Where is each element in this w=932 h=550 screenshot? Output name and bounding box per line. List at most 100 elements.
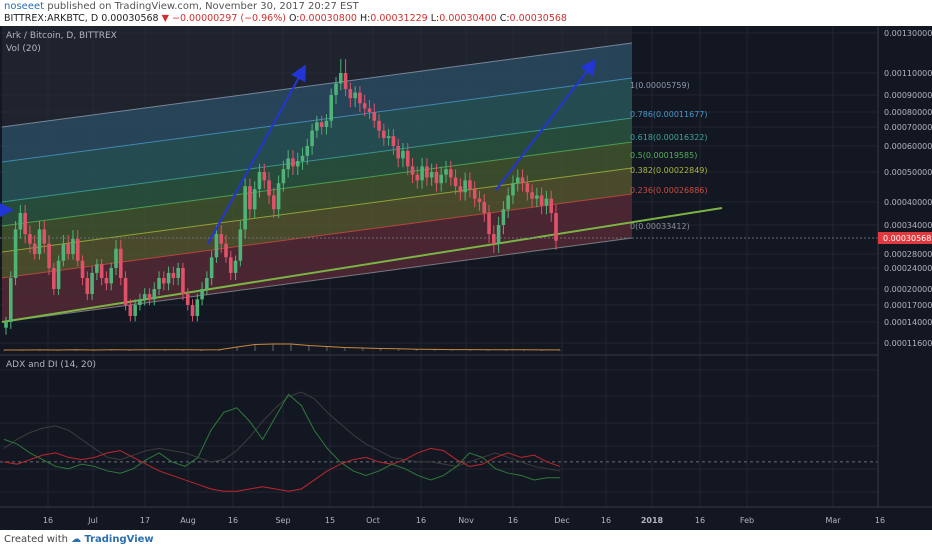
tradingview-logo-icon: ☁ xyxy=(71,534,82,545)
adx-series-line-di_minus xyxy=(3,447,561,492)
candle-body xyxy=(162,278,166,284)
candle-body xyxy=(85,278,90,295)
candle-body xyxy=(496,225,501,244)
candle-body xyxy=(47,243,51,268)
price-tick-label: 0.00028000 xyxy=(884,250,932,259)
candle-body xyxy=(391,136,396,146)
candle-body xyxy=(487,213,491,235)
candle-body xyxy=(382,130,386,139)
candle-body xyxy=(520,177,525,184)
volume-bar xyxy=(164,349,167,351)
candle-body xyxy=(511,183,515,196)
candle-body xyxy=(262,172,267,181)
candle-body xyxy=(425,166,429,178)
time-axis: 16 Jul 17 Aug 16 Sep 15 Oct 16 Nov 16 Dec 16 2018 16 Fe… xyxy=(0,506,932,525)
candle-body xyxy=(171,272,176,279)
price-tick-label: 0.00070000 xyxy=(884,123,932,132)
candle-body xyxy=(214,234,219,258)
last-price-badge-label: 0.00030568 xyxy=(883,234,931,243)
time-tick-label: 16 xyxy=(508,516,518,525)
fibonacci-line xyxy=(1,237,633,323)
chart-area[interactable]: 1(0.00005759) 0.786(0.00011677) 0.618(0.00… xyxy=(0,26,932,530)
candle-body xyxy=(195,299,200,316)
volume-bar xyxy=(469,349,472,351)
price-change: −0.00000297 (−0.96%) xyxy=(171,13,286,24)
volume-indicator-label: Vol (20) xyxy=(6,44,41,54)
candle-body xyxy=(99,264,104,279)
author-link[interactable]: noseeet xyxy=(4,1,45,12)
time-tick-label: 15 xyxy=(325,516,335,525)
candle-body xyxy=(257,172,262,190)
candle-body xyxy=(219,234,224,244)
candle-body xyxy=(272,195,276,210)
candle-body xyxy=(319,122,324,127)
tradingview-brand[interactable]: TradingView xyxy=(84,534,154,545)
candle-body xyxy=(463,180,467,193)
candle-body xyxy=(75,238,80,261)
candle-body xyxy=(80,260,85,279)
candle-body xyxy=(492,234,496,244)
candle-body xyxy=(104,278,109,284)
candle-body xyxy=(185,294,190,305)
candle-body xyxy=(420,166,424,181)
candle-body xyxy=(458,186,463,193)
price-tick-label: 0.00020000 xyxy=(884,285,932,294)
time-tick-label: 2018 xyxy=(641,516,664,525)
candle-body xyxy=(396,146,400,159)
price-tick-label: 0.00050000 xyxy=(884,168,932,177)
low-label: L: xyxy=(430,13,440,24)
candle-body xyxy=(90,272,94,295)
candle-body xyxy=(176,268,180,279)
main-pane-title: Ark / Bitcoin, D, BITTREX xyxy=(6,31,117,41)
price-tick-label: 0.00017000 xyxy=(884,301,932,310)
time-tick-label: Dec xyxy=(554,516,569,525)
candle-body xyxy=(118,248,123,279)
volume-bar xyxy=(110,349,113,351)
volume-bar xyxy=(56,350,59,351)
candle-body xyxy=(56,260,61,289)
candle-body xyxy=(190,305,195,316)
volume-bar xyxy=(325,346,328,351)
candle-body xyxy=(377,120,381,131)
candle-body xyxy=(334,83,338,95)
candle-body xyxy=(238,229,243,261)
candle-body xyxy=(233,260,238,273)
candle-body xyxy=(405,150,410,167)
candle-body xyxy=(109,268,114,284)
volume-bar xyxy=(254,344,257,351)
candle-body xyxy=(95,264,99,273)
candle-body xyxy=(506,195,510,210)
channel-bottom-line xyxy=(1,207,723,323)
volume-bar xyxy=(272,344,275,351)
candle-body xyxy=(18,213,23,230)
adx-series-line-adx xyxy=(3,391,561,472)
candle-body xyxy=(300,155,305,162)
fibonacci-labels: 1(0.00005759) 0.786(0.00011677) 0.618(0.00… xyxy=(630,81,708,231)
time-tick-label: 16 xyxy=(43,516,53,525)
time-tick-label: Nov xyxy=(458,516,474,525)
volume-bar xyxy=(415,349,418,351)
trend-arrow xyxy=(207,64,306,245)
fibonacci-label: 0.5(0.00019585) xyxy=(630,151,697,160)
time-tick-label: Jul xyxy=(87,516,98,525)
candle-body xyxy=(281,169,286,184)
candle-body xyxy=(224,243,228,258)
time-tick-label: 16 xyxy=(228,516,238,525)
volume-bar xyxy=(218,349,221,351)
candle-body xyxy=(291,158,295,167)
adx-series-line-di_plus xyxy=(3,393,560,481)
volume-bar xyxy=(343,347,346,351)
candle-body xyxy=(453,177,458,187)
candle-body xyxy=(525,183,530,193)
candle-body xyxy=(544,198,549,206)
candle-body xyxy=(448,169,453,178)
candle-body xyxy=(138,299,142,305)
candle-body xyxy=(415,174,420,181)
last-price-badge xyxy=(878,232,932,244)
candle-body xyxy=(439,174,444,184)
fibonacci-line xyxy=(1,42,633,128)
candle-body xyxy=(549,198,554,214)
candle-body xyxy=(386,136,391,139)
volume-bar xyxy=(182,349,185,351)
fibonacci-label: 0.786(0.00011677) xyxy=(630,110,708,119)
